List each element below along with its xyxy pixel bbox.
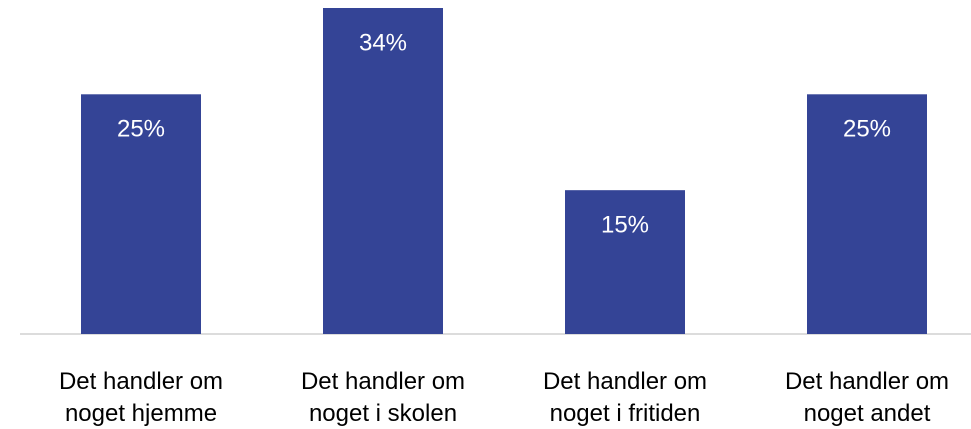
x-tick-label: Det handler om noget i fritiden: [542, 368, 708, 427]
data-label: 25%: [843, 116, 891, 143]
data-label: 15%: [601, 212, 649, 239]
x-tick-label: Det handler om noget i skolen: [300, 368, 466, 427]
data-label: 34%: [359, 29, 407, 56]
bar: [81, 94, 201, 334]
bar: [807, 94, 927, 334]
bar: [323, 8, 443, 334]
x-tick-label: Det handler om noget hjemme: [58, 368, 224, 427]
x-tick-label: Det handler om noget andet: [784, 368, 950, 427]
bar: [565, 190, 685, 334]
data-label: 25%: [117, 116, 165, 143]
